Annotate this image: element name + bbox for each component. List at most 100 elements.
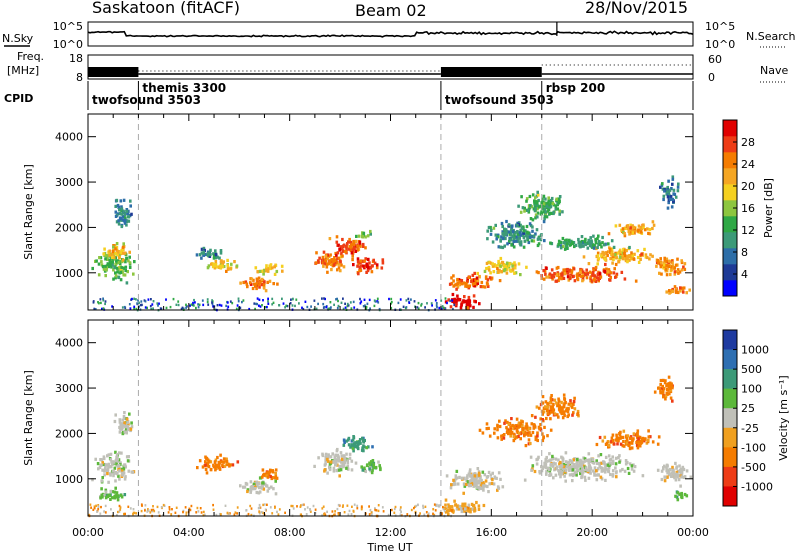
echo-cell	[549, 205, 553, 209]
echo-cell	[595, 469, 598, 473]
power-colorbar-cell-5	[723, 200, 737, 217]
echo-cell	[496, 424, 499, 429]
echo-cell	[322, 302, 325, 306]
echo-cell	[360, 448, 364, 452]
echo-cell	[659, 389, 662, 393]
echo-cell	[656, 442, 660, 446]
echo-cell	[102, 455, 106, 459]
echo-cell	[572, 402, 575, 406]
echo-cell	[262, 283, 266, 287]
echo-cell	[390, 306, 393, 310]
echo-cell	[558, 195, 562, 199]
echo-cell	[98, 465, 102, 469]
echo-cell	[114, 276, 117, 280]
echo-cell	[124, 260, 127, 264]
echo-cell	[112, 460, 116, 464]
echo-cell	[622, 444, 626, 448]
echo-cell	[414, 305, 416, 308]
echo-cell	[242, 280, 245, 285]
echo-cell	[581, 469, 585, 473]
echo-cell	[578, 242, 582, 247]
echo-cell	[344, 250, 348, 254]
echo-cell	[671, 465, 674, 469]
echo-cell	[397, 301, 400, 305]
freq-left-tick-top: 18	[69, 52, 83, 65]
echo-cell	[556, 244, 560, 248]
echo-cell	[93, 505, 96, 508]
echo-cell	[120, 205, 123, 209]
echo-cell	[677, 182, 680, 186]
echo-cell	[553, 468, 556, 472]
echo-cell	[95, 259, 98, 263]
echo-cell	[216, 464, 219, 468]
echo-cell	[326, 457, 329, 461]
echo-cell	[450, 508, 453, 512]
echo-cell	[510, 228, 513, 232]
echo-cell	[611, 461, 615, 465]
echo-cell	[460, 476, 464, 480]
echo-cell	[120, 422, 124, 426]
echo-cell	[557, 415, 560, 419]
echo-cell	[529, 217, 533, 221]
echo-cell	[536, 243, 540, 248]
echo-cell	[511, 262, 515, 266]
echo-cell	[545, 215, 549, 219]
echo-cell	[500, 235, 503, 239]
echo-cell	[226, 266, 230, 270]
echo-cell	[520, 195, 523, 199]
echo-cell	[225, 304, 228, 308]
echo-cell	[546, 412, 550, 416]
echo-cell	[472, 279, 476, 284]
echo-cell	[571, 413, 574, 417]
echo-patch-17	[582, 246, 666, 267]
echo-cell	[94, 308, 97, 311]
echo-cell	[662, 261, 666, 265]
echo-cell	[333, 258, 336, 263]
echo-cell	[245, 282, 249, 286]
echo-cell	[104, 490, 108, 494]
echo-cell	[542, 194, 546, 198]
echo-cell	[628, 441, 632, 445]
echo-cell	[525, 422, 528, 426]
echo-cell	[671, 289, 674, 294]
echo-cell	[366, 269, 370, 273]
echo-cell	[338, 247, 341, 251]
echo-cell	[444, 503, 447, 507]
echo-cell	[95, 504, 97, 507]
echo-cell	[604, 442, 608, 446]
echo-cell	[123, 493, 127, 497]
echo-cell	[676, 498, 680, 502]
echo-cell	[638, 435, 642, 439]
echo-cell	[607, 466, 611, 470]
echo-cell	[537, 425, 541, 429]
echo-cell	[258, 503, 261, 507]
echo-cell	[597, 257, 600, 261]
echo-cell	[536, 438, 539, 443]
echo-cell	[203, 248, 206, 252]
echo-cell	[636, 255, 640, 260]
echo-cell	[264, 508, 267, 511]
echo-cell	[108, 493, 111, 497]
echo-cell	[541, 205, 544, 209]
echo-cell	[274, 474, 278, 478]
echo-cell	[585, 276, 589, 280]
echo-cell	[255, 484, 259, 488]
echo-cell	[330, 268, 333, 272]
echo-cell	[261, 475, 264, 479]
echo-cell	[102, 299, 105, 302]
echo-cell	[100, 493, 103, 497]
echo-cell	[642, 223, 645, 227]
echo-cell	[550, 268, 554, 272]
echo-cell	[676, 185, 680, 189]
echo-cell	[160, 307, 163, 310]
echo-cell	[352, 300, 355, 304]
echo-cell	[290, 298, 292, 301]
echo-cell	[107, 465, 110, 469]
echo-cell	[613, 253, 617, 257]
echo-cell	[215, 513, 218, 517]
echo-cell	[365, 262, 369, 266]
echo-cell	[542, 277, 546, 281]
echo-cell	[351, 254, 354, 258]
echo-cell	[185, 514, 188, 517]
echo-cell	[543, 425, 546, 429]
